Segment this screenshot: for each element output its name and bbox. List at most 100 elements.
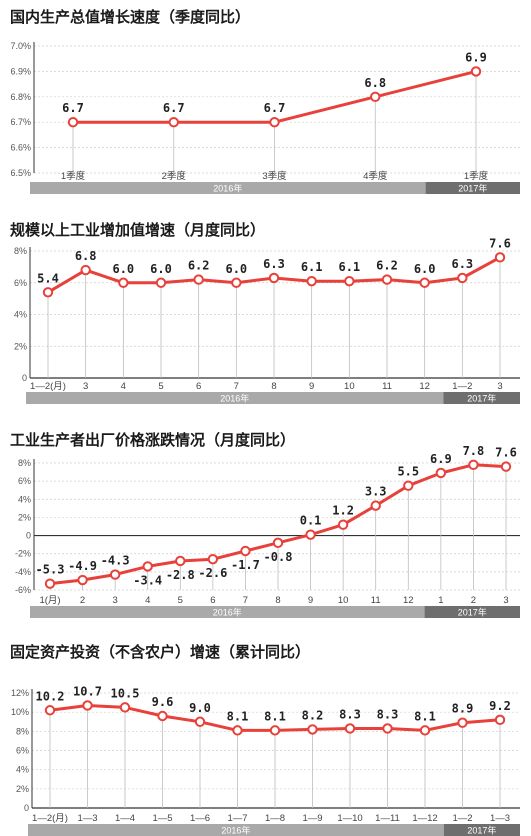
x-tick-label: 1—2(月) [30,381,66,392]
data-label: 3.3 [365,485,387,499]
data-point [168,117,179,128]
data-label: 6.3 [451,257,473,271]
y-tick-label: 6.8% [10,92,31,102]
data-label: 6.9 [430,452,452,466]
data-point [175,555,186,567]
data-label: 6.1 [301,260,323,274]
y-tick-label: 6.9% [10,66,31,76]
year-band [443,392,520,404]
data-label: 8.1 [264,709,286,723]
y-tick-label: 2% [16,784,29,794]
x-tick-label: 1—9 [302,813,322,824]
x-tick-label: 2 [80,595,85,606]
data-point [381,274,393,285]
year-band [26,392,444,404]
year-band-label: 2016年 [220,393,249,404]
data-point [457,272,468,284]
x-tick-label: 1季度 [464,170,489,182]
data-point [403,480,414,491]
x-tick-label: 1—2 [452,381,472,392]
chart-title: 国内生产总值增长速度（季度同比） [10,8,250,26]
x-tick-label: 10 [338,595,349,606]
data-point [307,724,318,735]
data-point [435,467,447,479]
x-tick-label: 1季度 [61,170,86,182]
x-tick-label: 3 [112,595,117,606]
chart-panel-4: 固定资产投资（不含农户）增速（累计同比） 0 2% 4% 6% 8% 10% 12% 10.2 1… [10,643,520,836]
x-tick-label: 1 [438,595,443,606]
data-label: 6.7 [62,101,84,115]
data-label: 8.1 [414,709,436,723]
x-tick-label: 1—8 [265,813,285,824]
x-tick-label: 2季度 [162,170,187,182]
data-label: 9.6 [152,695,174,709]
data-point [109,569,121,580]
data-label: 9.2 [489,699,511,713]
year-band [424,606,520,618]
chart-title: 工业生产者出厂价格涨跌情况（月度同比） [10,431,295,449]
x-tick-label: 3 [503,595,508,606]
data-label: 8.9 [452,702,474,716]
x-tick-label: 10 [344,381,355,392]
year-band-label: 2017年 [458,607,487,618]
data-point [494,252,506,263]
y-tick-label: -6% [15,585,31,595]
data-label: 7.6 [495,446,517,460]
y-tick-label: 0 [22,373,27,383]
y-tick-label: 6% [16,746,29,756]
data-label: -3.4 [133,573,162,587]
x-tick-label: 5 [178,595,183,606]
y-tick-label: 8% [16,726,29,736]
data-label: 6.2 [188,259,210,273]
data-label: 8.1 [227,709,249,723]
data-label: 0.1 [300,514,322,528]
x-tick-label: 1—12 [412,813,437,824]
year-band-label: 2016年 [221,825,250,836]
data-point [269,725,281,736]
data-point [370,91,381,103]
x-tick-label: 4 [145,595,150,606]
data-point [42,287,54,298]
x-tick-label: 3 [83,381,88,392]
data-point [82,700,93,711]
data-label: -2.8 [166,568,195,582]
y-tick-label: 6% [18,476,31,486]
y-tick-label: 6% [14,278,27,288]
x-tick-label: 2 [471,595,476,606]
y-tick-label: 2% [14,341,27,351]
x-tick-label: 1—6 [190,813,210,824]
y-tick-label: 6.7% [10,117,31,127]
data-label: 7.6 [489,236,511,250]
data-point [500,461,512,472]
year-band [443,824,520,836]
data-label: 6.8 [364,76,386,90]
data-point [193,274,204,285]
x-tick-label: 9 [308,595,313,606]
year-band [425,182,520,194]
x-tick-label: 6 [196,381,201,392]
year-band-label: 2017年 [458,183,487,194]
x-tick-label: 1—10 [337,813,362,824]
data-label: 6.3 [263,257,285,271]
y-tick-label: 4% [14,310,27,320]
data-label: 8.3 [339,707,361,721]
data-label: 5.4 [37,271,59,285]
data-label: 5.5 [397,465,419,479]
data-point [344,275,355,287]
data-point [494,714,506,726]
x-tick-label: 1—5 [152,813,172,824]
y-tick-label: 0 [24,803,29,813]
data-label: -2.6 [198,566,227,580]
data-point [305,529,316,540]
data-point [231,277,242,288]
data-point [306,275,317,287]
year-band [30,606,425,618]
data-point [67,117,79,128]
data-label: 6.9 [465,50,487,64]
data-point [80,264,91,276]
data-label: 6.0 [150,262,172,276]
y-tick-label: 4% [18,494,31,504]
x-tick-label: 12 [403,595,414,606]
y-tick-label: 7.0% [10,41,31,51]
